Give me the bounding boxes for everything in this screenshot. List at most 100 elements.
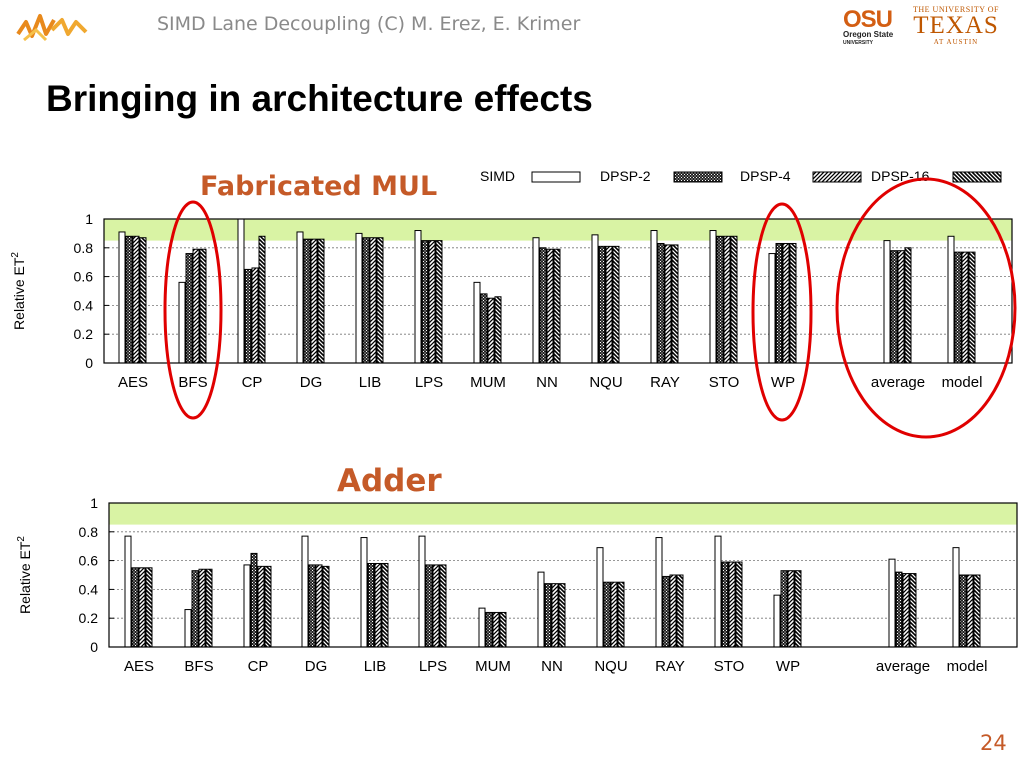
x-tick-label: DG [300,374,323,391]
bar-dpsp-16-lps [439,564,447,648]
bar-simd-nn [537,571,545,648]
y-tick-label: 0.8 [79,524,99,540]
bar-dpsp-2-nn [544,583,552,648]
bar-simd-lps [414,230,422,364]
bar-dpsp-16-sto [735,561,743,648]
chart-1: 0 0.2 0.4 0.6 0.8 1 Relative ET2 AES BFS CP DG LIB L… [10,168,1017,439]
bar-dpsp-2-dg [308,564,316,648]
bar-dpsp-16-lps [435,240,443,364]
bar-dpsp-2-ray [662,575,670,648]
bar-simd-average [888,558,896,648]
bar-dpsp-2-cp [250,552,258,648]
bar-dpsp-2-model [954,251,962,364]
bar-simd-nn [532,237,540,364]
chart-label-fabricated-mul: Fabricated MUL [200,171,438,202]
bar-dpsp-2-wp [780,570,788,648]
x-tick-label: WP [771,374,795,391]
bar-dpsp-16-aes [139,237,147,364]
bar-dpsp-2-bfs [185,253,193,364]
y-axis-label: Relative ET2 [10,252,27,330]
bar-dpsp-4-nn [551,583,559,648]
legend-swatch [812,171,862,183]
bar-simd-aes [124,535,132,648]
chart-2: 0 0.2 0.4 0.6 0.8 1 Relative ET2 AES BFS CP DG LIB L… [16,495,1018,675]
bar-simd-sto [709,230,717,364]
bar-dpsp-2-bfs [191,570,199,648]
bar-dpsp-16-ray [676,574,684,648]
x-tick-label: STO [709,374,740,391]
bar-dpsp-4-nqu [605,245,613,364]
bar-dpsp-16-mum [499,611,507,648]
bar-dpsp-4-sto [728,561,736,648]
bar-dpsp-4-wp [787,570,795,648]
bar-dpsp-4-aes [138,567,146,648]
x-tick-label: WP [776,658,800,675]
bar-simd-cp [237,218,245,364]
plot-frame [103,218,1013,364]
legend-label: DPSP-4 [740,168,791,184]
y-tick-label: 0.6 [74,269,94,285]
x-tick-label: AES [118,374,148,391]
highlight-band [104,219,1012,241]
bar-dpsp-16-nqu [617,581,625,648]
ut-logo-line3: AT AUSTIN [933,38,979,46]
bar-dpsp-16-average [909,573,917,648]
bar-dpsp-16-bfs [205,568,213,648]
bar-dpsp-16-lib [376,237,384,364]
bar-simd-average [883,240,891,364]
bar-dpsp-4-bfs [198,568,206,648]
x-tick-label: RAY [655,658,685,675]
bar-dpsp-4-nqu [610,581,618,648]
bar-dpsp-2-average [890,250,898,364]
ut-logo: THE UNIVERSITY OF TEXAS AT AUSTIN [906,5,1006,46]
y-tick-label: 0.2 [79,610,99,626]
bar-dpsp-2-lib [367,562,375,648]
bar-simd-cp [243,564,251,648]
y-tick-label: 0.2 [74,326,94,342]
bar-dpsp-16-nqu [612,245,620,364]
x-tick-label: MUM [475,658,511,675]
bar-dpsp-16-aes [145,567,153,648]
bar-dpsp-4-lib [374,562,382,648]
y-tick-label: 0.4 [79,581,99,597]
bar-dpsp-4-average [902,573,910,648]
bar-simd-model [947,235,955,364]
bar-dpsp-2-nn [539,247,547,364]
bar-simd-ray [650,230,658,364]
bar-dpsp-16-ray [671,244,679,364]
bar-dpsp-2-wp [775,242,783,364]
x-tick-label: CP [242,374,263,391]
y-tick-label: 0 [85,355,93,371]
legend-swatch [673,171,723,183]
x-tick-label: AES [124,658,154,675]
highlight-circle-wp [751,202,813,422]
bar-dpsp-16-sto [730,235,738,364]
bar-dpsp-4-dg [315,564,323,648]
x-tick-label: LPS [419,658,447,675]
bar-dpsp-16-cp [264,565,272,648]
bar-dpsp-2-aes [131,567,139,648]
x-tick-label: CP [248,658,269,675]
bar-dpsp-16-bfs [199,248,207,364]
bar-dpsp-2-ray [657,242,665,364]
bar-simd-model [952,547,960,648]
bar-simd-lib [360,537,368,648]
bar-dpsp-16-average [904,247,912,364]
x-tick-label: model [947,658,988,675]
ut-logo-line1: THE UNIVERSITY OF [913,5,999,14]
y-tick-label: 0.6 [79,553,99,569]
bar-dpsp-2-nqu [603,581,611,648]
bar-dpsp-2-aes [125,235,133,364]
bar-dpsp-4-mum [487,297,495,364]
bar-dpsp-4-mum [492,611,500,648]
highlight-circle-average-model [835,177,1017,439]
y-tick-label: 1 [90,495,98,511]
x-tick-label: RAY [650,374,680,391]
bar-dpsp-2-mum [480,293,488,364]
bar-dpsp-4-lps [432,564,440,648]
x-tick-label: model [942,374,983,391]
legend-label: DPSP-2 [600,168,651,184]
bar-simd-bfs [178,281,186,364]
bar-dpsp-16-lib [381,562,389,648]
